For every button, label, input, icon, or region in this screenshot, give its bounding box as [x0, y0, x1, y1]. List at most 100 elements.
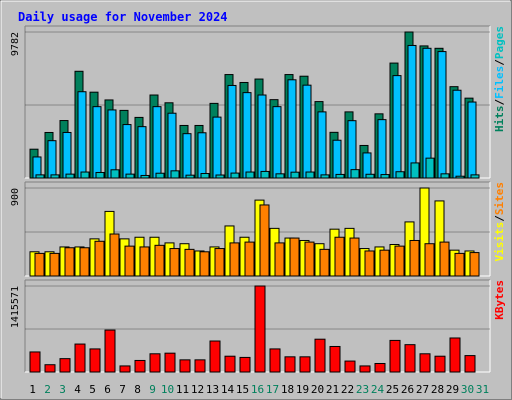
day-label-27: 27 — [416, 383, 429, 396]
day-label-8: 8 — [134, 383, 141, 396]
visits-bar-sites-day-25 — [394, 245, 405, 277]
hits-legend-sep-1: / — [493, 99, 506, 106]
day-label-29: 29 — [446, 383, 459, 396]
visits-bar-sites-day-20 — [319, 248, 330, 277]
day-label-19: 19 — [296, 383, 309, 396]
visits-bar-sites-day-16 — [259, 204, 270, 277]
visits-bar-sites-day-2 — [49, 252, 60, 277]
kbytes-panel: 1415571 — [10, 279, 491, 373]
day-axis: 1 2 3 4 5 6 7 8 9 10 11 12 13 14 15 16 17 18 19 20 21 22 23 24 2… — [29, 383, 489, 396]
hits-bar-files-day-3 — [62, 131, 72, 179]
hits-legend-hits: Hits — [493, 106, 506, 133]
visits-bar-sites-day-19 — [304, 241, 315, 277]
visits-bar-sites-day-13 — [214, 248, 225, 277]
hits-bar-files-day-19 — [302, 84, 312, 179]
hits-bar-files-day-30 — [467, 101, 477, 179]
hits-bar-pages-day-12 — [200, 173, 210, 179]
hits-bar-pages-day-26 — [410, 162, 420, 179]
hits-bar-files-day-6 — [107, 109, 117, 179]
visits-bar-sites-day-23 — [364, 250, 375, 277]
visits-bar-sites-day-14 — [229, 242, 240, 277]
kbytes-bar-kbytes-day-23 — [359, 365, 371, 373]
hits-bar-files-day-5 — [92, 106, 102, 179]
hits-bar-pages-day-16 — [260, 170, 270, 179]
hits-bar-pages-day-13 — [215, 174, 225, 179]
day-label-5: 5 — [89, 383, 96, 396]
visits-bar-sites-day-27 — [424, 243, 435, 277]
kbytes-bar-kbytes-day-7 — [119, 365, 131, 373]
hits-bar-files-day-7 — [122, 124, 132, 179]
hits-bar-files-day-29 — [452, 89, 462, 179]
day-label-23: 23 — [356, 383, 369, 396]
day-label-9: 9 — [149, 383, 156, 396]
hits-bar-pages-day-15 — [245, 171, 255, 179]
hits-bar-files-day-2 — [47, 140, 57, 179]
kbytes-bar-kbytes-day-12 — [194, 359, 206, 373]
kbytes-legend-kbytes: KBytes — [493, 280, 506, 320]
hits-panel: 9782 — [10, 25, 491, 179]
hits-bar-pages-day-22 — [350, 169, 360, 179]
visits-bar-sites-day-30 — [469, 252, 480, 277]
day-label-6: 6 — [104, 383, 111, 396]
visits-legend-sites: Sites — [493, 182, 506, 215]
hits-bar-pages-day-9 — [155, 172, 165, 179]
kbytes-bar-kbytes-day-14 — [224, 355, 236, 373]
chart-title: Daily usage for November 2024 — [18, 10, 228, 24]
kbytes-bar-kbytes-day-4 — [74, 343, 86, 373]
visits-bar-sites-day-10 — [169, 248, 180, 277]
kbytes-bar-kbytes-day-24 — [374, 362, 386, 373]
kbytes-bar-kbytes-day-3 — [59, 358, 71, 373]
visits-bar-sites-day-1 — [34, 252, 45, 277]
hits-bar-pages-day-8 — [140, 174, 150, 179]
hits-bar-files-day-24 — [377, 119, 387, 179]
kbytes-bar-kbytes-day-26 — [404, 344, 416, 373]
day-label-31: 31 — [476, 383, 489, 396]
hits-bar-pages-day-17 — [275, 173, 285, 179]
kbytes-bar-kbytes-day-30 — [464, 355, 476, 373]
kbytes-bar-kbytes-day-19 — [299, 356, 311, 373]
hits-bar-files-day-8 — [137, 126, 147, 179]
hits-bar-files-day-25 — [392, 75, 402, 179]
day-label-17: 17 — [266, 383, 279, 396]
day-label-3: 3 — [59, 383, 66, 396]
kbytes-bar-kbytes-day-25 — [389, 339, 401, 373]
hits-bar-pages-day-23 — [365, 173, 375, 179]
visits-bar-sites-day-29 — [454, 252, 465, 277]
day-label-22: 22 — [341, 383, 354, 396]
visits-bar-sites-day-4 — [79, 247, 90, 277]
day-label-10: 10 — [161, 383, 174, 396]
hits-bar-pages-day-5 — [95, 171, 105, 179]
visits-bar-sites-day-3 — [64, 247, 75, 277]
hits-bar-pages-day-4 — [80, 171, 90, 179]
hits-bar-pages-day-27 — [425, 157, 435, 179]
visits-bar-sites-day-8 — [139, 246, 150, 277]
hits-bar-files-day-14 — [227, 84, 237, 179]
day-label-16: 16 — [251, 383, 264, 396]
day-label-12: 12 — [191, 383, 204, 396]
hits-legend-sep-2: / — [493, 59, 506, 66]
day-label-11: 11 — [176, 383, 189, 396]
kbytes-bar-kbytes-day-5 — [89, 348, 101, 373]
hits-bar-files-day-13 — [212, 116, 222, 179]
day-label-15: 15 — [236, 383, 249, 396]
hits-bar-pages-day-24 — [380, 174, 390, 179]
kbytes-bar-kbytes-day-21 — [329, 345, 341, 373]
visits-bar-sites-day-15 — [244, 241, 255, 277]
day-label-24: 24 — [371, 383, 385, 396]
kbytes-bar-kbytes-day-6 — [104, 329, 116, 373]
visits-max-label: 900 — [10, 188, 21, 206]
hits-bar-pages-day-25 — [395, 171, 405, 179]
day-label-20: 20 — [311, 383, 324, 396]
hits-bar-files-day-18 — [287, 79, 297, 179]
kbytes-bar-kbytes-day-28 — [434, 355, 446, 373]
kbytes-bar-kbytes-day-29 — [449, 337, 461, 373]
hits-bar-pages-day-19 — [305, 171, 315, 179]
day-label-25: 25 — [386, 383, 399, 396]
hits-legend: Hits/Files/Pages — [493, 26, 506, 132]
day-label-13: 13 — [206, 383, 219, 396]
hits-legend-files: Files — [493, 66, 506, 99]
kbytes-bar-kbytes-day-20 — [314, 338, 326, 373]
visits-bar-sites-day-9 — [154, 244, 165, 277]
visits-bar-sites-day-12 — [199, 251, 210, 277]
hits-max-label: 9782 — [10, 32, 21, 56]
